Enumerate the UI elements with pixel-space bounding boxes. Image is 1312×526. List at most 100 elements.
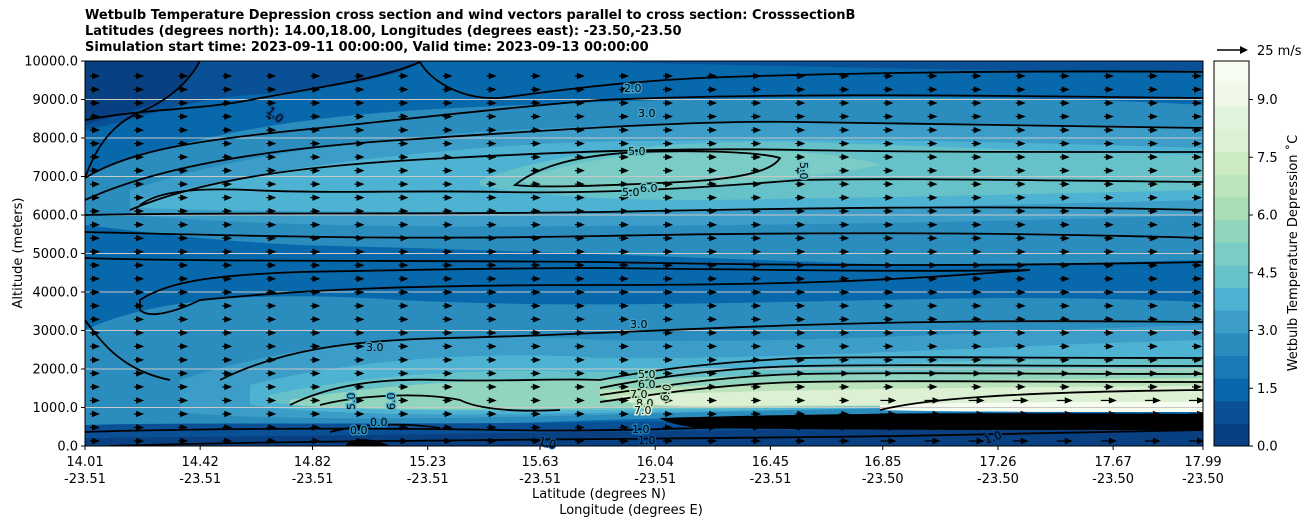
wind-vector [618,221,629,228]
wind-vector [222,99,233,107]
wind-vector [530,180,541,188]
x-tick-label-lat: 14.82 [294,455,331,470]
contour-label: 2.0 [624,82,642,95]
wind-vector [618,383,629,391]
wind-vector [442,140,453,147]
wind-vector [222,397,233,404]
contour-line [85,319,171,381]
y-axis-label: Altitude (meters) [11,198,26,309]
wind-vector [839,316,850,323]
wind-vector [354,126,365,134]
wind-vector [927,207,938,215]
wind-vector [795,194,806,201]
wind-vector [971,275,982,282]
wind-vector [1012,397,1029,404]
wind-vector [178,383,189,391]
wind-vector [574,140,585,147]
wind-vector [354,140,365,147]
wind-vector [398,235,409,242]
wind-vector [839,329,850,337]
wind-vector [222,86,233,93]
wind-vector [178,410,189,418]
wind-vector [1015,370,1026,377]
wind-vector [222,383,233,391]
wind-vector [883,194,894,201]
wind-vector [1059,370,1070,377]
wind-vector [90,86,100,93]
wind-vector [266,397,277,404]
wind-vector [442,275,453,282]
wind-vector [618,140,629,147]
wind-vector [442,370,453,377]
chart-title-line-1: Wetbulb Temperature Depression cross sec… [85,8,856,23]
wind-vector [795,248,806,255]
wind-vector [266,221,277,228]
x-tick-label-lat: 16.85 [864,455,901,470]
wind-vector [442,207,453,215]
wind-vector [839,343,850,350]
colorbar-tick-label: 6.0 [1257,209,1278,224]
contour-line [85,257,1203,266]
x-tick-label-lat: 14.42 [182,455,219,470]
wind-vector [310,86,321,93]
wind-vector [442,248,453,255]
wind-vector [971,370,982,377]
wind-vector [354,343,365,350]
wind-vector [883,113,894,120]
wind-vector [924,397,941,404]
wind-vector [883,86,894,93]
wind-vector [663,410,674,418]
wind-vector [707,126,718,134]
wind-vector [90,383,100,391]
wind-vector [178,86,189,93]
wind-vector [663,194,674,201]
wind-vector [1103,126,1114,134]
wind-vector [795,316,806,323]
contour-label: 3.0 [366,341,384,354]
wind-vector [178,262,189,269]
colorbar-ticks: 0.0 1.5 3.0 4.5 6.0 7.5 9.0 [1249,93,1278,455]
wind-vector [354,221,365,228]
wind-vector [1059,140,1070,147]
wind-vector [795,343,806,350]
wind-vector [927,126,938,134]
wind-vector [442,356,453,364]
wind-vector [354,180,365,188]
wind-vector [310,167,321,174]
wind-vector [134,343,145,350]
wind-vector [883,370,894,377]
wind-vector [530,437,541,445]
wind-vector [795,113,806,120]
wind-vector [1189,437,1203,445]
wind-vector [1192,221,1202,228]
wind-vector [486,316,497,323]
wind-vector [266,113,277,120]
wind-vector [486,275,497,282]
wind-vector [883,383,894,391]
wind-vector [354,397,365,404]
wind-vector [354,194,365,201]
wind-vector [442,329,453,337]
wind-vector [442,410,453,418]
wind-vector [1147,99,1158,107]
wind-vector [1103,370,1114,377]
wind-vector [880,397,897,404]
wind-vector [707,99,718,107]
wind-vector [839,113,850,120]
wind-vector [486,329,497,337]
wind-vector [880,437,897,445]
wind-vector [795,221,806,228]
wind-vector [1147,275,1158,282]
wind-vector [1192,235,1202,242]
wind-vector [968,424,985,431]
wind-vector [310,248,321,255]
wind-vector [266,437,277,445]
wind-vector [1015,126,1026,134]
wind-vector [398,126,409,134]
wind-vector [1059,126,1070,134]
wind-vector [574,113,585,120]
wind-vector [839,397,850,404]
wind-vector [1103,221,1114,228]
x-tick-label-lon: -23.51 [292,472,334,487]
